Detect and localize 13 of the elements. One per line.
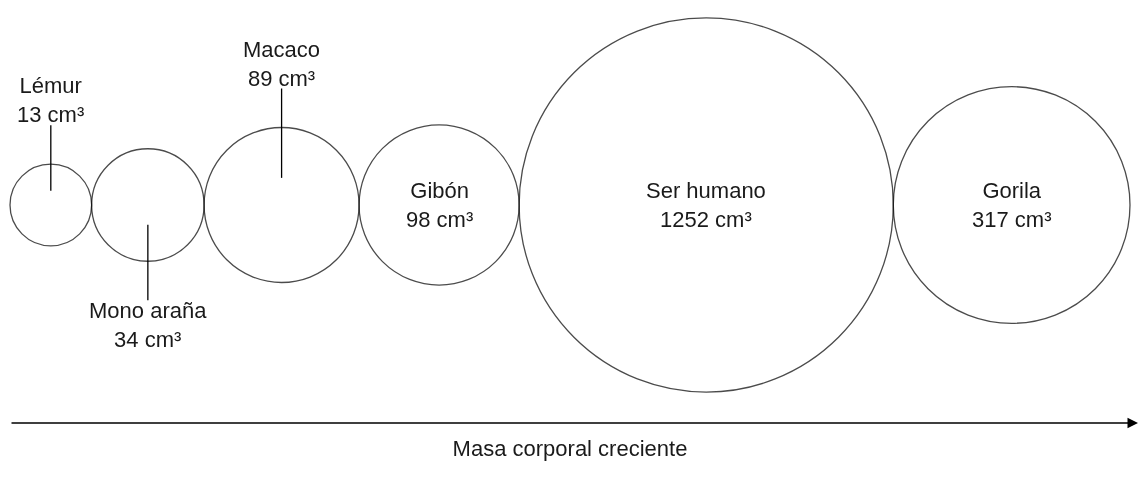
category-label: Gibón [410, 178, 469, 203]
category-label: Mono araña [89, 298, 208, 323]
data-label: 89 cm³ [247, 65, 316, 91]
category-label: Gorila [982, 178, 1042, 203]
category-label: Ser humano [646, 178, 766, 203]
data-label: 34 cm³ [114, 326, 182, 352]
category-label: Lémur [19, 73, 82, 98]
data-label: 1252 cm³ [660, 206, 752, 232]
data-label: 13 cm³ [17, 101, 85, 127]
data-label: 317 cm³ [972, 206, 1052, 232]
data-label: 98 cm³ [406, 206, 474, 232]
category-label: Macaco [243, 37, 321, 62]
text: Masa corporal creciente [452, 435, 688, 461]
